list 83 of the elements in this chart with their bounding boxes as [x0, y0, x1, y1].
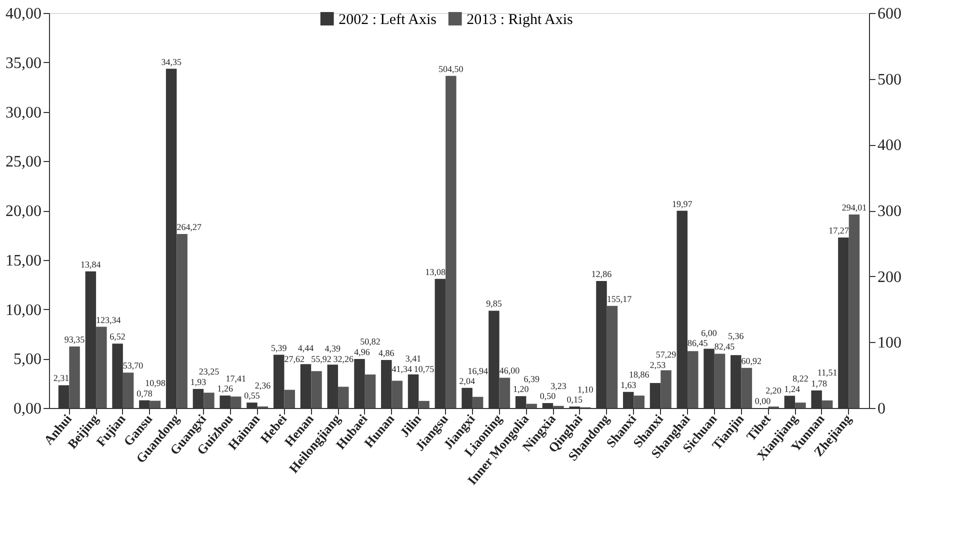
- data-label: 4,96: [354, 347, 370, 358]
- bar: [69, 346, 80, 408]
- y-tick-label: 0,00: [14, 400, 42, 418]
- data-label: 6,39: [524, 374, 540, 384]
- data-label: 0,50: [540, 391, 556, 402]
- data-label: 60,92: [741, 356, 762, 366]
- data-label: 3,41: [405, 353, 422, 364]
- data-label: 6,52: [110, 332, 126, 342]
- y2-tick-label: 400: [878, 137, 902, 154]
- data-label: 1,10: [577, 384, 594, 394]
- data-label: 2,53: [650, 360, 666, 370]
- y-tick-label: 30,00: [6, 104, 42, 122]
- data-label: 11,51: [817, 367, 838, 378]
- data-label: 3,23: [550, 380, 567, 391]
- data-label: 34,35: [161, 56, 182, 67]
- data-label: 57,29: [656, 349, 677, 360]
- data-label: 82,45: [714, 342, 736, 352]
- data-label: 8,22: [792, 374, 808, 384]
- data-label: 2,20: [766, 386, 782, 396]
- data-label: 4,86: [378, 348, 395, 358]
- data-label: 2,36: [254, 380, 272, 390]
- data-label: 19,97: [672, 198, 693, 209]
- data-label: 9,85: [486, 298, 502, 309]
- legend-label: 2002 : Left Axis: [338, 12, 437, 28]
- bar: [418, 400, 430, 408]
- y2-tick-label: 200: [878, 268, 902, 286]
- data-label: 53,70: [122, 360, 144, 371]
- data-label: 13,08: [425, 266, 446, 277]
- data-label: 0,55: [244, 390, 260, 401]
- data-label: 13,84: [80, 259, 102, 270]
- data-label: 50,82: [360, 336, 380, 347]
- data-label: 46,00: [499, 366, 520, 376]
- data-label: 1,93: [190, 376, 207, 387]
- y2-tick-label: 300: [878, 203, 902, 220]
- legend-label: 2013 : Right Axis: [466, 12, 574, 28]
- data-label: 294,01: [842, 202, 867, 212]
- data-label: 1,78: [811, 378, 828, 388]
- bar: [688, 351, 698, 408]
- data-label: 0,00: [754, 396, 772, 406]
- data-label: 10,98: [145, 378, 166, 388]
- data-label: 23,25: [198, 366, 220, 377]
- data-label: 55,92: [311, 354, 332, 364]
- data-label: 93,35: [64, 334, 86, 345]
- data-label: 17,41: [226, 374, 246, 384]
- data-label: 41,34: [392, 364, 413, 374]
- y-tick-label: 35,00: [6, 54, 42, 72]
- data-label: 4,44: [298, 343, 314, 354]
- data-label: 123,34: [96, 314, 122, 325]
- data-label: 155,17: [606, 294, 632, 304]
- data-label: 264,27: [176, 222, 202, 232]
- data-label: 0,78: [136, 388, 153, 398]
- data-label: 504,50: [438, 64, 464, 74]
- data-label: 1,24: [784, 384, 801, 394]
- data-label: 86,45: [688, 338, 708, 348]
- data-label: 12,86: [591, 269, 612, 280]
- data-label: 16,94: [468, 366, 488, 376]
- data-label: 0,15: [566, 394, 583, 405]
- y-tick-label: 25,00: [6, 154, 42, 171]
- bar: [499, 378, 510, 408]
- y-tick-label: 15,00: [6, 252, 42, 270]
- data-label: 5,36: [728, 331, 744, 342]
- y2-tick-label: 100: [878, 334, 902, 352]
- data-label: 2,04: [459, 376, 476, 386]
- bar: [446, 76, 456, 408]
- data-label: 4,39: [324, 344, 342, 354]
- y-tick-label: 5,00: [14, 351, 42, 368]
- y-tick-label: 10,00: [6, 302, 42, 319]
- data-label: 1,26: [217, 384, 234, 394]
- data-label: 5,39: [270, 342, 288, 353]
- data-label: 10,75: [414, 364, 435, 374]
- data-label: 18,86: [629, 370, 650, 380]
- data-label: 6,00: [701, 328, 718, 338]
- y-tick-label: 20,00: [6, 203, 42, 220]
- data-label: 32,26: [333, 354, 354, 364]
- data-label: 1,63: [620, 380, 637, 390]
- y2-tick-label: 600: [878, 6, 902, 22]
- y-tick-label: 40,00: [6, 6, 42, 22]
- data-label: 17,27: [828, 225, 850, 236]
- y2-tick-label: 500: [878, 71, 902, 88]
- data-label: 1,20: [512, 384, 530, 394]
- data-label: 2,31: [53, 373, 70, 384]
- data-label: 27,62: [284, 354, 304, 364]
- y2-tick-label: 0: [878, 400, 886, 418]
